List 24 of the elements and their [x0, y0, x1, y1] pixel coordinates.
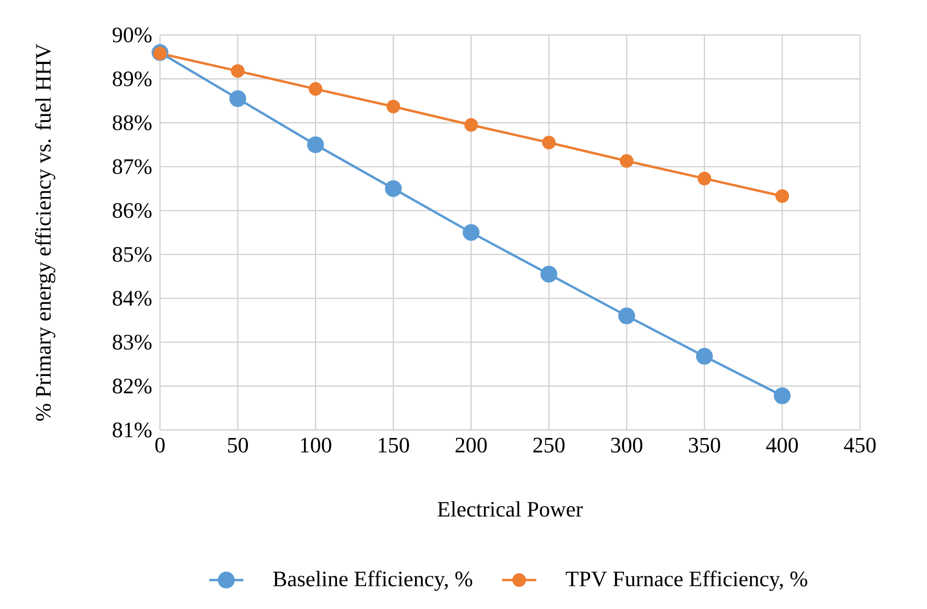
x-tick-label: 100	[301, 438, 332, 453]
x-axis-title: Electrical Power	[438, 501, 583, 517]
x-tick-label: 250	[533, 438, 565, 453]
x-tick-label: 0	[155, 438, 165, 453]
y-tick-label: 83%	[112, 334, 152, 350]
y-tick-label: 81%	[112, 422, 152, 438]
legend-label: TPV Furnace Efficiency, %	[566, 570, 808, 591]
x-tick-label: 350	[689, 438, 720, 453]
y-tick-label: 85%	[112, 246, 152, 262]
y-tick-label: 88%	[112, 115, 152, 130]
x-tick-label: 450	[844, 438, 876, 453]
y-tick-label: 86%	[112, 203, 152, 218]
x-tick-label: 200	[456, 438, 487, 453]
y-tick-label: 89%	[112, 71, 152, 86]
x-tick-label: 400	[766, 438, 798, 453]
x-tick-label: 150	[378, 438, 409, 453]
x-tick-label: 50	[228, 438, 248, 453]
y-tick-label: 90%	[112, 28, 152, 42]
y-tick-label: 87%	[112, 159, 152, 174]
legend-label: Baseline Efficiency, %	[273, 570, 472, 591]
y-axis-title: % Primary energy efficiency vs. fuel HHV	[35, 44, 56, 421]
y-tick-label: 84%	[112, 290, 152, 306]
x-tick-label: 300	[611, 438, 642, 453]
y-tick-label: 82%	[112, 378, 152, 394]
